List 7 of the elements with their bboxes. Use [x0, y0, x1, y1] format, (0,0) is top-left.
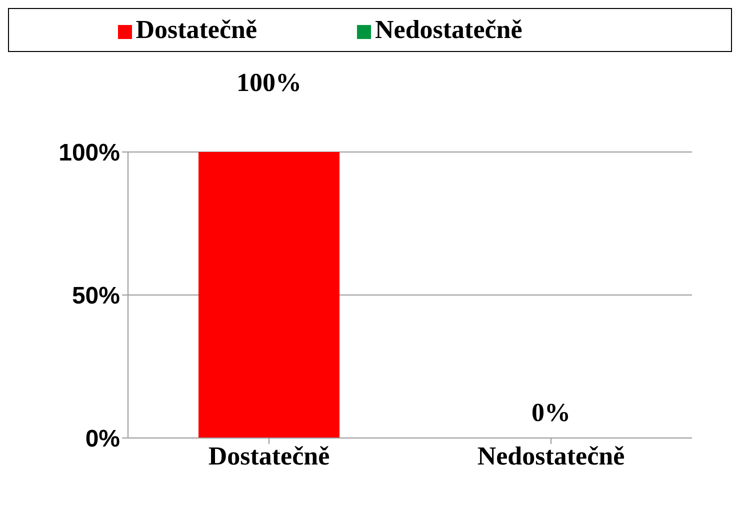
legend-label: Nedostatečně — [375, 15, 522, 44]
data-label: 0% — [530, 398, 572, 428]
y-tick-label: 50% — [72, 282, 120, 310]
y-tick-label: 100% — [58, 140, 120, 167]
legend-label: Dostatečně — [136, 15, 257, 44]
y-tick-label: 0% — [85, 426, 120, 453]
data-label: 100% — [236, 68, 302, 98]
